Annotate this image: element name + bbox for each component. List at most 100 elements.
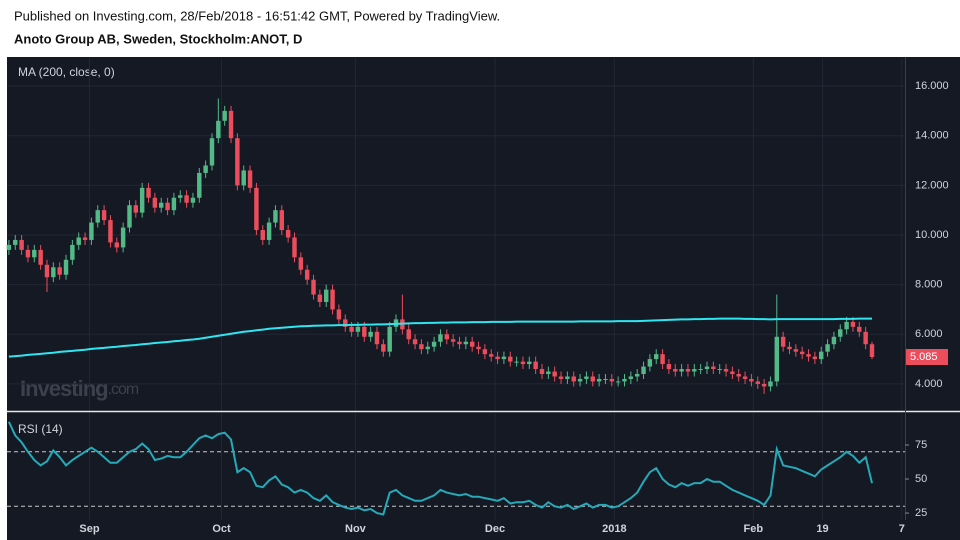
candle-body	[298, 257, 304, 270]
candle-body	[425, 346, 430, 350]
candle-body	[647, 359, 653, 367]
candle-body	[780, 336, 786, 347]
candle-body	[863, 331, 868, 345]
candle-body	[171, 197, 177, 211]
candle-body	[368, 331, 373, 337]
y-tick-label: 10.000	[915, 229, 949, 241]
candle-body	[565, 376, 570, 379]
candle-body	[108, 220, 113, 243]
candle-body	[343, 319, 348, 327]
candle-body	[355, 326, 361, 332]
candle-body	[209, 138, 215, 166]
y-tick-label: 75	[915, 439, 927, 451]
candle-body	[241, 170, 246, 186]
rsi-legend: RSI (14)	[18, 422, 63, 436]
candle-body	[247, 170, 253, 188]
candle-body	[19, 239, 24, 250]
candle-body	[330, 289, 335, 310]
candle-body	[590, 376, 595, 382]
x-tick-label: 19	[816, 523, 828, 535]
candle-body	[495, 356, 500, 360]
y-tick-label: 6.000	[915, 328, 943, 340]
candle-body	[799, 351, 805, 355]
candle-body	[469, 341, 475, 347]
candle-body	[279, 210, 285, 231]
candle-body	[558, 376, 564, 379]
candle-body	[596, 378, 602, 382]
candle-body	[577, 378, 583, 382]
candle-body	[457, 341, 462, 345]
y-tick-label: 12.000	[915, 179, 949, 191]
y-tick-label: 50	[915, 473, 927, 485]
candle-body	[317, 294, 323, 303]
candle-body	[730, 371, 735, 375]
candle-body	[101, 210, 107, 221]
candle-body	[654, 354, 659, 360]
x-tick-label: Dec	[485, 523, 505, 535]
x-tick-label: 7	[899, 523, 905, 535]
candle-body	[609, 378, 615, 382]
candle-body	[438, 334, 443, 342]
candle-body	[82, 237, 88, 240]
candle-body	[482, 349, 488, 355]
candle-body	[692, 369, 697, 372]
candle-body	[190, 197, 196, 203]
candle-body	[419, 344, 424, 350]
y-tick-label: 16.000	[915, 80, 949, 92]
x-tick-label: Sep	[79, 523, 99, 535]
x-tick-label: 2018	[602, 523, 626, 535]
candle-body	[165, 202, 170, 211]
candle-body	[381, 344, 386, 352]
candle-body	[634, 374, 640, 377]
y-tick-label: 25	[915, 507, 927, 519]
candle-body	[812, 356, 818, 360]
candle-body	[571, 376, 576, 382]
candle-body	[228, 110, 234, 139]
candle-body	[869, 344, 875, 358]
candle-body	[387, 326, 392, 352]
y-tick-label: 8.000	[915, 279, 943, 291]
candle-body	[349, 326, 354, 332]
candle-body	[685, 369, 691, 372]
candle-body	[717, 369, 722, 371]
candle-body	[673, 369, 678, 372]
candle-body	[431, 341, 437, 347]
candle-body	[158, 202, 164, 208]
candle-body	[273, 210, 278, 223]
candle-body	[146, 187, 151, 198]
candle-body	[38, 249, 43, 265]
candle-body	[311, 279, 316, 295]
ma-line	[8, 317, 872, 358]
candle-body	[152, 197, 158, 208]
x-tick-label: Feb	[744, 523, 764, 535]
candle-body	[508, 356, 513, 362]
candle-body	[723, 369, 729, 372]
candle-body	[603, 378, 608, 380]
candle-body	[120, 227, 126, 248]
candle-body	[755, 381, 760, 384]
candle-body	[95, 210, 100, 223]
candle-body	[793, 349, 799, 352]
last-price-label: 5.085	[910, 351, 938, 363]
published-note: Published on Investing.com, 28/Feb/2018 …	[14, 8, 500, 23]
candle-body	[742, 376, 748, 379]
candle-body	[825, 344, 830, 352]
watermark: Investing.com	[20, 376, 139, 401]
candle-body	[336, 309, 342, 320]
candle-body	[235, 138, 240, 186]
candle-body	[628, 376, 634, 379]
candle-body	[736, 374, 741, 377]
candle-body	[63, 259, 69, 275]
candle-body	[70, 244, 75, 260]
candle-body	[787, 346, 792, 350]
candle-body	[203, 165, 208, 173]
candle-body	[260, 230, 265, 240]
candle-body	[222, 110, 227, 121]
last-price-box	[906, 349, 948, 366]
candle-body	[514, 361, 519, 363]
candle-body	[32, 249, 37, 258]
plot-bg	[7, 57, 960, 540]
candle-body	[254, 187, 259, 231]
candle-body	[184, 195, 189, 203]
candle-body	[304, 269, 310, 280]
